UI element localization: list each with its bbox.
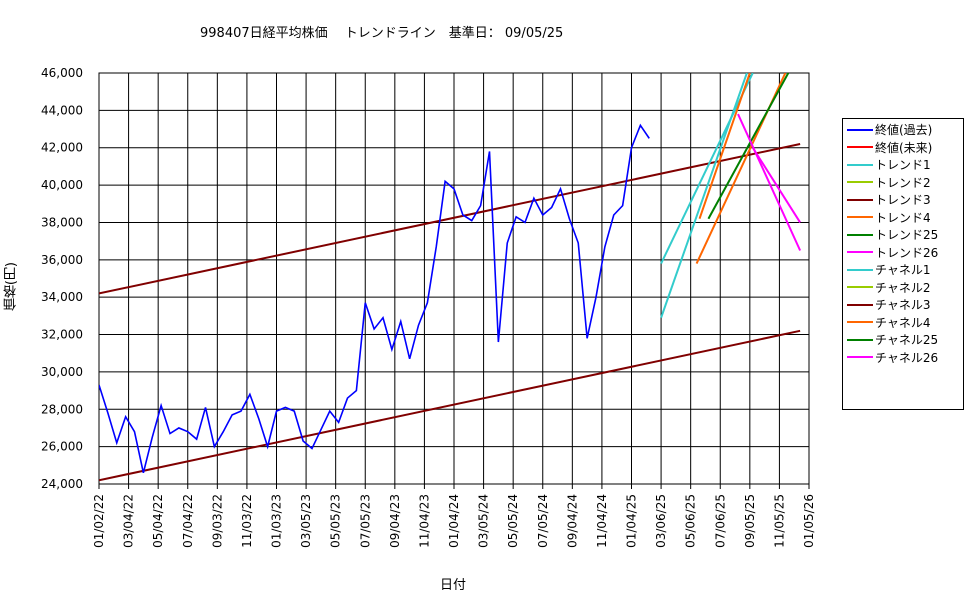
legend-swatch xyxy=(847,251,873,254)
x-tick-label: 01/04/24 xyxy=(447,494,461,548)
x-tick-label: 07/04/22 xyxy=(181,494,195,548)
legend-swatch xyxy=(847,303,873,306)
legend-swatch xyxy=(847,181,873,184)
legend-swatch xyxy=(847,356,873,359)
series-トレンド3 xyxy=(99,143,801,295)
y-tick-label: 24,000 xyxy=(41,477,83,491)
legend-swatch xyxy=(847,146,873,149)
legend-swatch xyxy=(847,321,873,324)
legend-item: トレンド2 xyxy=(847,174,963,192)
x-tick-label: 05/05/24 xyxy=(506,494,520,548)
legend-item: チャネル26 xyxy=(847,349,963,367)
x-tick-label: 09/04/24 xyxy=(565,494,579,548)
x-tick-label: 01/02/22 xyxy=(92,494,106,548)
y-tick-label: 32,000 xyxy=(41,328,83,342)
x-tick-label: 05/05/23 xyxy=(329,494,343,548)
legend-label: トレンド25 xyxy=(875,228,939,243)
x-tick-label: 09/03/22 xyxy=(210,494,224,548)
legend-item: 終値(未来) xyxy=(847,139,963,157)
y-axis-label: 価格(円) xyxy=(4,262,19,312)
series-チャネル1 xyxy=(660,73,748,319)
x-tick-label: 11/04/24 xyxy=(595,494,609,548)
x-axis-label: 日付 xyxy=(440,578,467,593)
legend-item: トレンド1 xyxy=(847,156,963,174)
legend-swatch xyxy=(847,286,873,289)
legend-item: チャネル2 xyxy=(847,279,963,297)
legend-swatch xyxy=(847,338,873,341)
legend-label: チャネル1 xyxy=(875,263,931,278)
x-tick-label: 03/04/22 xyxy=(122,494,136,548)
series-チャネル4 xyxy=(698,73,751,220)
x-tick-label: 01/04/25 xyxy=(625,494,639,548)
legend-item: チャネル1 xyxy=(847,261,963,279)
legend-swatch xyxy=(847,163,873,166)
x-tick-label: 05/04/22 xyxy=(151,494,165,548)
y-tick-label: 44,000 xyxy=(41,103,83,117)
series-close-past xyxy=(99,123,650,473)
y-tick-label: 34,000 xyxy=(41,290,83,304)
legend-label: チャネル25 xyxy=(875,333,939,348)
legend-swatch xyxy=(847,128,873,131)
legend-label: トレンド26 xyxy=(875,245,939,260)
y-tick-label: 38,000 xyxy=(41,215,83,229)
legend-label: チャネル3 xyxy=(875,298,931,313)
x-tick-label: 03/06/25 xyxy=(654,494,668,548)
legend-label: チャネル4 xyxy=(875,315,931,330)
legend-label: トレンド4 xyxy=(875,210,931,225)
legend-label: トレンド3 xyxy=(875,193,931,208)
y-tick-label: 28,000 xyxy=(41,402,83,416)
x-tick-label: 11/04/23 xyxy=(417,494,431,548)
x-tick-label: 03/05/24 xyxy=(477,494,491,548)
series-チャネル26 xyxy=(751,147,801,223)
series-トレンド1 xyxy=(660,73,754,264)
x-tick-label: 07/06/25 xyxy=(713,494,727,548)
plot-border xyxy=(98,72,810,485)
series-トレンド25 xyxy=(707,73,790,220)
legend-item: トレンド4 xyxy=(847,209,963,227)
legend-item: チャネル25 xyxy=(847,331,963,349)
legend-swatch xyxy=(847,198,873,201)
legend-swatch xyxy=(847,216,873,219)
series-チャネル3 xyxy=(99,329,801,482)
x-tick-label: 01/03/23 xyxy=(270,494,284,548)
chart-title: 998407日経平均株価 トレンドライン 基準日： 09/05/25 xyxy=(200,26,564,41)
legend-item: チャネル3 xyxy=(847,296,963,314)
legend-label: トレンド2 xyxy=(875,175,931,190)
legend-label: 終値(未来) xyxy=(875,140,933,155)
y-tick-label: 36,000 xyxy=(41,253,83,267)
y-tick-label: 40,000 xyxy=(41,178,83,192)
x-tick-label: 03/05/23 xyxy=(299,494,313,548)
legend-item: トレンド26 xyxy=(847,244,963,262)
legend-label: チャネル26 xyxy=(875,350,939,365)
x-tick-label: 09/04/23 xyxy=(388,494,402,548)
x-tick-label: 07/05/24 xyxy=(536,494,550,548)
x-tick-label: 11/05/25 xyxy=(772,494,786,548)
y-tick-label: 42,000 xyxy=(41,141,83,155)
x-tick-label: 09/05/25 xyxy=(743,494,757,548)
x-tick-label: 01/05/26 xyxy=(802,494,816,548)
legend: 終値(過去) 終値(未来) トレンド1 トレンド2 トレンド3 トレンド4 トレンド25 トレ… xyxy=(842,118,964,410)
y-tick-label: 26,000 xyxy=(41,440,83,454)
legend-item: トレンド25 xyxy=(847,226,963,244)
legend-item: チャネル4 xyxy=(847,314,963,332)
legend-item: トレンド3 xyxy=(847,191,963,209)
y-tick-label: 30,000 xyxy=(41,365,83,379)
x-tick-label: 11/03/22 xyxy=(240,494,254,548)
legend-label: チャネル2 xyxy=(875,280,931,295)
legend-label: トレンド1 xyxy=(875,158,931,173)
x-tick-label: 05/06/25 xyxy=(684,494,698,548)
y-tick-label: 46,000 xyxy=(41,66,83,80)
series-トレンド26 xyxy=(737,113,802,251)
x-tick-label: 07/05/23 xyxy=(358,494,372,548)
legend-label: 終値(過去) xyxy=(875,123,933,138)
legend-swatch xyxy=(847,268,873,271)
legend-swatch xyxy=(847,233,873,236)
legend-item: 終値(過去) xyxy=(847,121,963,139)
